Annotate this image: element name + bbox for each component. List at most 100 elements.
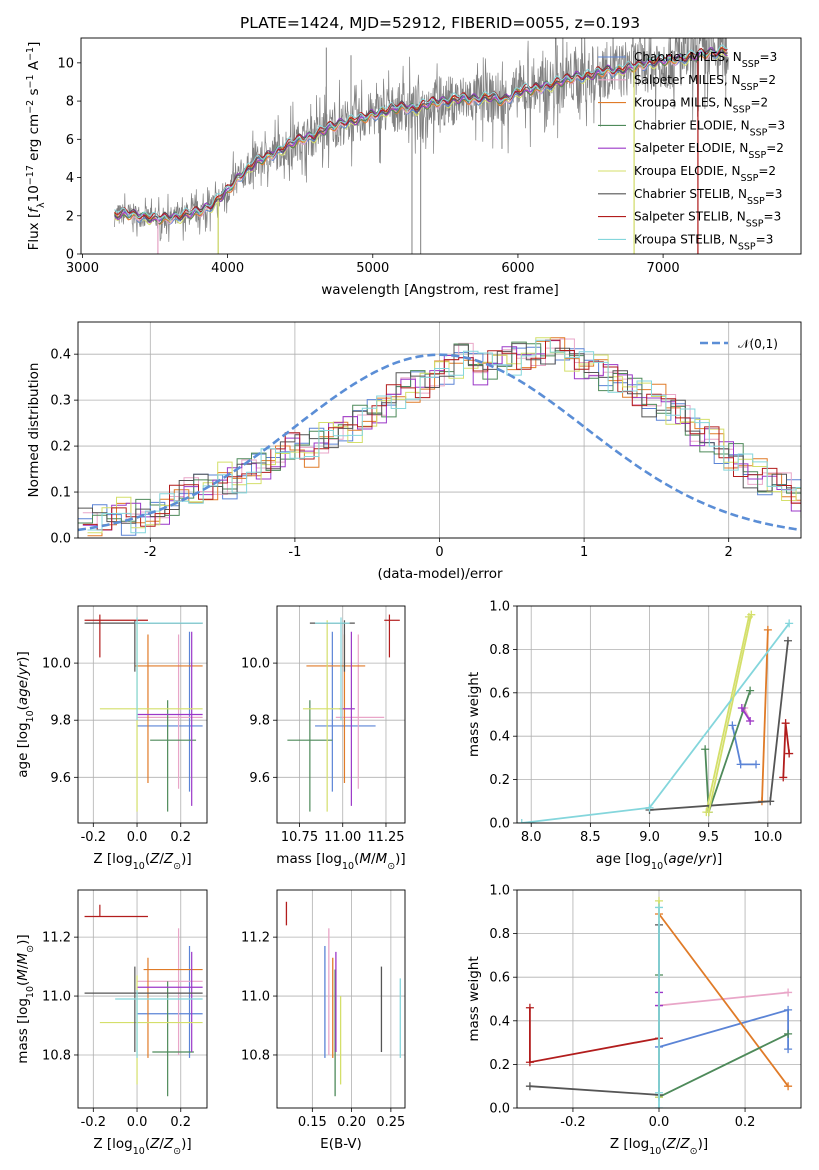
tick-label-y: 10.0: [241, 657, 270, 672]
tick-label-y: 0.0: [489, 817, 510, 832]
tick-label-x: 2: [725, 545, 733, 560]
marker-plus: [784, 1045, 793, 1054]
model-kroupa_stelib: [114, 44, 728, 222]
marker-plus: [517, 819, 526, 823]
axes-frame: [276, 889, 406, 1109]
hist-chabrier_stelib: [78, 343, 801, 524]
line-salpeter_elodie: [741, 707, 751, 722]
axes-frame: [276, 605, 406, 824]
line-kroupa_elodie: [705, 616, 750, 813]
normal-curve: [78, 353, 801, 532]
line-chabrier_stelib: [529, 924, 660, 1096]
hist-kroupa_stelib: [87, 339, 801, 534]
plot-area: [285, 901, 401, 1097]
marker-plus: [736, 760, 745, 769]
tick-label-x: 0.0: [649, 1115, 670, 1130]
tick-label-x: 0.20: [337, 1115, 366, 1130]
marker-plus: [784, 1005, 793, 1014]
tick-label-y: 9.8: [50, 714, 71, 729]
tick-label-x: 8.5: [580, 830, 601, 845]
tick-label-x: -0.2: [81, 830, 106, 845]
x-axis-label: Z [log10(Z/Z⊙)]: [93, 851, 191, 872]
marker-plus: [779, 773, 788, 782]
tick-label-x: -2: [144, 545, 157, 560]
tick-label-y: 10.8: [42, 1048, 71, 1063]
marker-plus: [784, 1082, 793, 1091]
tick-label-y: 0.2: [489, 773, 510, 788]
panel-residuals: -2 -1 0 1 2 0.0 0.1 0.2 0.3 0.4 (data-model)/error…: [26, 321, 802, 582]
tick-label-y: 0.1: [50, 486, 71, 501]
tick-label-y: 0.6: [489, 971, 510, 986]
tick-label-y: 0.0: [489, 1102, 510, 1117]
panel-age_vs_Z: -0.2 0.0 0.2 9.6 9.8 10.0 Z [log10(Z/Z⊙)] age […: [15, 605, 208, 872]
x-axis-label: mass [log10(M/M⊙)]: [276, 851, 405, 872]
marker-plus: [781, 719, 790, 728]
plot-area: [525, 896, 793, 1108]
marker-plus: [784, 988, 793, 997]
model-chabrier_stelib: [114, 48, 728, 223]
tick-label-x: -0.2: [81, 1115, 106, 1130]
tick-label-y: 9.6: [249, 771, 270, 786]
plot-area: [287, 614, 400, 812]
x-axis-label: age [log10(age/yr)]: [596, 851, 722, 872]
legend-label: Salpeter MILES, NSSP=2: [634, 73, 776, 93]
x-axis-label: Z [log10(Z/Z⊙)]: [610, 1136, 708, 1157]
plot-area: [78, 337, 801, 537]
tick-label-x: 0.0: [127, 1115, 148, 1130]
tick-label-x: 3000: [66, 261, 99, 276]
axes-frame: [80, 37, 802, 255]
tick-label-x: 8.0: [521, 830, 542, 845]
figure-title: PLATE=1424, MJD=52912, FIBERID=0055, z=0…: [240, 14, 640, 32]
x-axis-label: Z [log10(Z/Z⊙)]: [93, 1136, 191, 1157]
tick-label-x: -0.2: [560, 1115, 585, 1130]
line-kroupa_elodie: [707, 614, 753, 813]
marker-plus: [746, 686, 755, 695]
line-kroupa_stelib: [521, 622, 790, 823]
marker-plus: [783, 636, 792, 645]
tick-label-y: 10.0: [42, 657, 71, 672]
tick-label-y: 9.8: [249, 714, 270, 729]
marker-plus: [784, 1029, 793, 1038]
tick-label-x: -1: [288, 545, 301, 560]
tick-label-x: 0.0: [127, 830, 148, 845]
tick-label-y: 0.4: [50, 348, 71, 363]
tick-label-x: 0.2: [735, 1115, 756, 1130]
axes-frame: [516, 889, 802, 1109]
tick-label-y: 1.0: [489, 884, 510, 899]
x-axis-label: E(B-V): [320, 1136, 362, 1152]
tick-label-x: 0.2: [170, 830, 191, 845]
tick-label-y: 10: [57, 56, 74, 71]
tick-label-x: 1: [580, 545, 588, 560]
legend-label: Chabrier STELIB, NSSP=3: [634, 187, 782, 207]
tick-label-y: 0.2: [50, 440, 71, 455]
axes-frame: [77, 889, 208, 1109]
tick-label-y: 1.0: [489, 600, 510, 615]
tick-label-y: 0.4: [489, 1014, 510, 1029]
marker-plus: [752, 760, 761, 769]
grid-lines: [517, 605, 801, 824]
tick-label-y: 0: [66, 248, 74, 263]
tick-label-y: 0.4: [489, 730, 510, 745]
tick-label-x: 0.25: [376, 1115, 405, 1130]
tick-label-y: 0.0: [50, 532, 71, 547]
x-axis-label: wavelength [Angstrom, rest frame]: [321, 282, 559, 298]
tick-label-x: 11.25: [367, 830, 404, 845]
marker-plus: [525, 1082, 534, 1091]
hist-salpeter_stelib: [82, 339, 801, 531]
marker-plus: [655, 1104, 663, 1108]
tick-label-y: 9.6: [50, 771, 71, 786]
panel-spectrum: 3000 4000 5000 6000 7000 0 2 4 6 8 10 wavelength [A…: [25, 37, 802, 298]
tick-label-y: 11.0: [42, 990, 71, 1005]
y-axis-label: mass weight: [466, 956, 482, 1041]
tick-label-x: 7000: [647, 261, 680, 276]
tick-label-x: 0.15: [298, 1115, 327, 1130]
panel-mass_vs_ebv: 0.15 0.20 0.25 10.8 11.0 11.2 E(B-V): [241, 889, 406, 1152]
panel-age_vs_mass: 10.75 11.00 11.25 9.6 9.8 10.0 mass [log10(M/M…: [241, 605, 406, 872]
marker-plus: [747, 610, 756, 619]
marker-plus: [701, 745, 710, 754]
data-spectrum: [114, 38, 729, 242]
tick-label-y: 6: [66, 133, 74, 148]
legend-label: Salpeter STELIB, NSSP=3: [634, 210, 781, 230]
y-axis-label: mass [log10(M/M⊙)]: [15, 934, 36, 1063]
tick-label-x: 0: [435, 545, 443, 560]
